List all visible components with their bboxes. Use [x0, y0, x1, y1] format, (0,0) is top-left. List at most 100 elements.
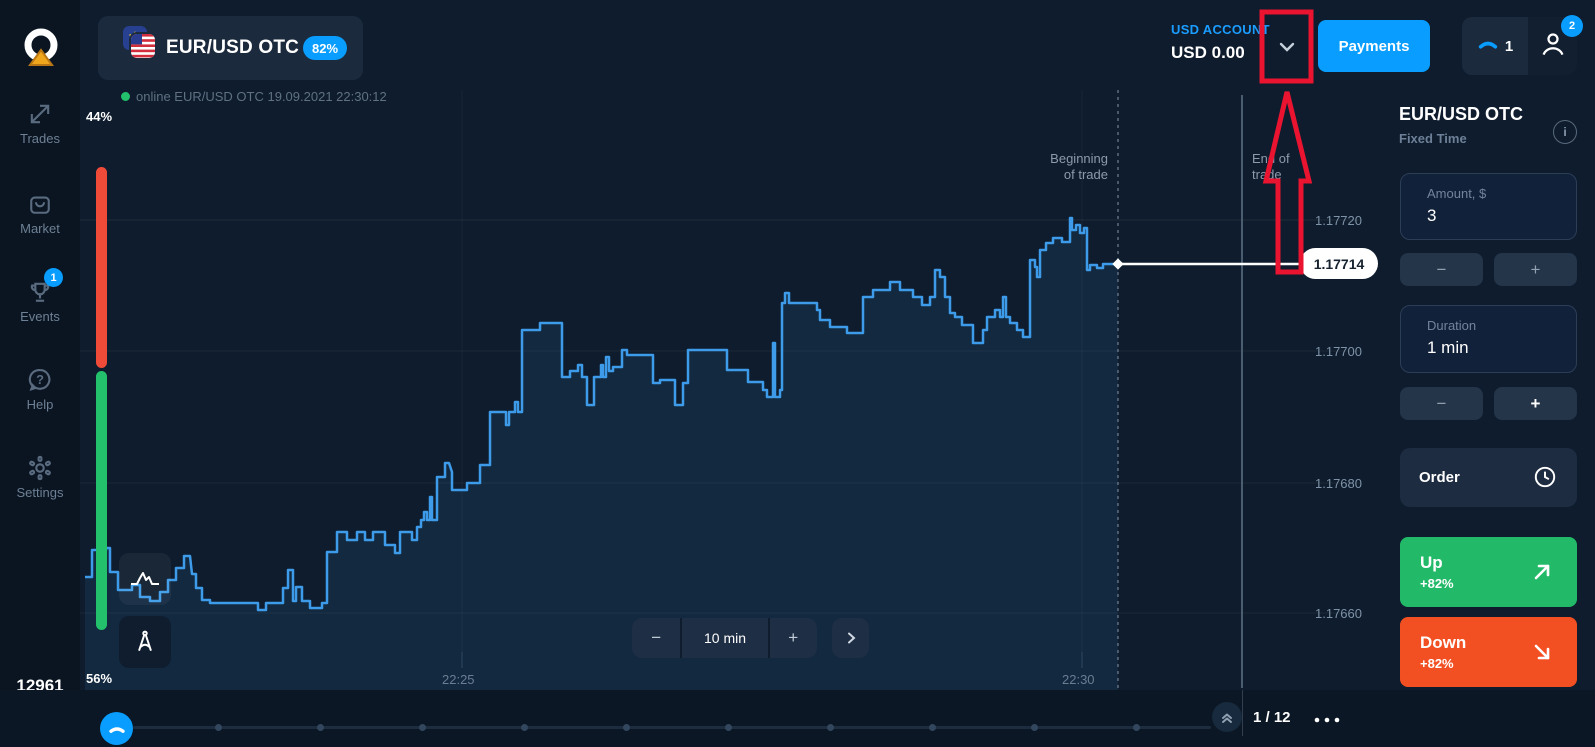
compass-icon: [138, 630, 152, 651]
timeline-dot: [725, 724, 732, 731]
ellipsis-icon: [1314, 717, 1340, 723]
events-badge: 1: [44, 268, 63, 287]
down-button[interactable]: Down +82%: [1400, 617, 1577, 687]
payments-button[interactable]: Payments: [1318, 20, 1430, 72]
settings-gear-icon: [0, 454, 80, 482]
order-label: Order: [1419, 469, 1460, 486]
olymp-logo-icon: [24, 28, 58, 66]
timeline-dot: [521, 724, 528, 731]
amount-decrease-button[interactable]: −: [1400, 253, 1483, 286]
us-flag-icon: [131, 34, 155, 58]
sidebar-item-help[interactable]: ? Help: [0, 366, 80, 412]
quote-status-text: online EUR/USD OTC 19.09.2021 22:30:12: [136, 89, 387, 104]
amount-field[interactable]: Amount, $ 3: [1400, 173, 1577, 240]
sidebar-item-label: Settings: [16, 485, 64, 500]
price-axis-tick: 1.17660: [1315, 606, 1362, 621]
interval-value: 10 min: [682, 618, 770, 658]
sidebar-item-settings[interactable]: Settings: [0, 454, 80, 500]
asset-payout-badge: 82%: [303, 36, 347, 60]
duration-value: 1 min: [1427, 338, 1469, 357]
amount-value: 3: [1427, 206, 1437, 225]
collapse-panel-button[interactable]: [1212, 702, 1242, 732]
events-trophy-icon: [0, 278, 80, 306]
sidebar-item-trades[interactable]: Trades: [0, 100, 80, 146]
end-of-trade-label: End of trade: [1252, 151, 1290, 182]
beginning-of-trade-label: Beginning of trade: [1050, 151, 1108, 182]
online-status-icon: [121, 92, 130, 101]
svg-text:?: ?: [36, 372, 44, 387]
order-button[interactable]: Order: [1400, 448, 1577, 507]
timeline-dot: [929, 724, 936, 731]
sidebar-item-label: Market: [20, 221, 60, 236]
double-chevron-up-icon: [1222, 713, 1232, 723]
buyers-gauge-bar: [96, 371, 107, 630]
amount-increase-button[interactable]: +: [1494, 253, 1577, 286]
duration-decrease-button[interactable]: −: [1400, 387, 1483, 420]
sparkline-icon: [131, 572, 159, 585]
scroll-to-latest-button[interactable]: [832, 618, 869, 658]
timeline-scrubber[interactable]: [133, 724, 1211, 731]
timeline-dot: [623, 724, 630, 731]
current-price-marker: [1112, 258, 1124, 270]
account-selector[interactable]: USD ACCOUNT USD 0.00: [1171, 22, 1270, 63]
asset-name: EUR/USD OTC: [166, 37, 300, 58]
timeline-dot: [215, 724, 222, 731]
up-button[interactable]: Up +82%: [1400, 537, 1577, 607]
sellers-percent: 44%: [86, 109, 113, 124]
arrow-down-right-icon: [1530, 640, 1554, 667]
duration-field[interactable]: Duration 1 min: [1400, 305, 1577, 373]
level-indicator[interactable]: 1: [1462, 17, 1528, 75]
assistant-button[interactable]: [100, 712, 133, 745]
bottom-bar: 1 / 12: [0, 690, 1595, 747]
level-number: 1: [1504, 37, 1514, 55]
timeline-dot: [419, 724, 426, 731]
user-widget: 1: [1462, 17, 1577, 75]
amount-label: Amount, $: [1427, 186, 1487, 201]
duration-increase-button[interactable]: +: [1494, 387, 1577, 420]
price-axis-tick: 1.17700: [1315, 344, 1362, 359]
timeline-dot: [1133, 724, 1140, 731]
clock-icon: [1532, 464, 1558, 494]
chart-gridlines: [80, 90, 1360, 668]
up-label: Up: [1420, 553, 1443, 572]
sidebar: Trades Market 1 Events: [0, 0, 80, 747]
assistant-swoosh-icon: [108, 726, 125, 733]
timeline-dot: [827, 724, 834, 731]
up-payout: +82%: [1420, 576, 1454, 591]
profile-person-icon: [1538, 29, 1568, 64]
end-of-trade-line-stub: [1242, 690, 1243, 736]
sidebar-item-label: Help: [26, 397, 54, 412]
chevron-right-icon: [847, 632, 855, 644]
chart-type-button[interactable]: [119, 553, 171, 605]
price-axis-tick: 1.17680: [1315, 476, 1362, 491]
sellers-gauge-bar: [96, 167, 107, 368]
market-bag-icon: [0, 190, 80, 218]
timeline-dot: [1031, 724, 1038, 731]
drawing-tools-button[interactable]: [119, 616, 171, 668]
level-swoosh-icon: [1477, 37, 1499, 56]
info-icon[interactable]: i: [1553, 120, 1577, 144]
arrow-up-right-icon: [1530, 560, 1554, 587]
interval-control: − 10 min +: [632, 618, 817, 658]
sidebar-item-label: Events: [20, 309, 60, 324]
sidebar-item-label: Trades: [20, 131, 60, 146]
down-payout: +82%: [1420, 656, 1454, 671]
account-dropdown-chevron[interactable]: [1276, 38, 1298, 61]
help-question-icon: ?: [0, 366, 80, 394]
current-price-pill: 1.17714: [1300, 248, 1378, 279]
sidebar-item-events[interactable]: 1 Events: [0, 268, 80, 324]
interval-minus-button[interactable]: −: [632, 618, 683, 658]
account-type-label: USD ACCOUNT: [1171, 22, 1270, 37]
app-logo[interactable]: [18, 24, 64, 75]
price-line: [85, 216, 1118, 612]
sidebar-item-market[interactable]: Market: [0, 190, 80, 236]
trades-arrows-icon: [0, 100, 80, 128]
time-axis-tick: 22:25: [442, 672, 475, 687]
time-axis-tick: 22:30: [1062, 672, 1095, 687]
panel-asset-title: EUR/USD OTC: [1399, 104, 1524, 124]
duration-label: Duration: [1427, 318, 1477, 333]
asset-selector[interactable]: EUR/USD OTC 82%: [98, 16, 363, 80]
more-options-button[interactable]: [1312, 712, 1342, 730]
interval-plus-button[interactable]: +: [788, 628, 799, 647]
